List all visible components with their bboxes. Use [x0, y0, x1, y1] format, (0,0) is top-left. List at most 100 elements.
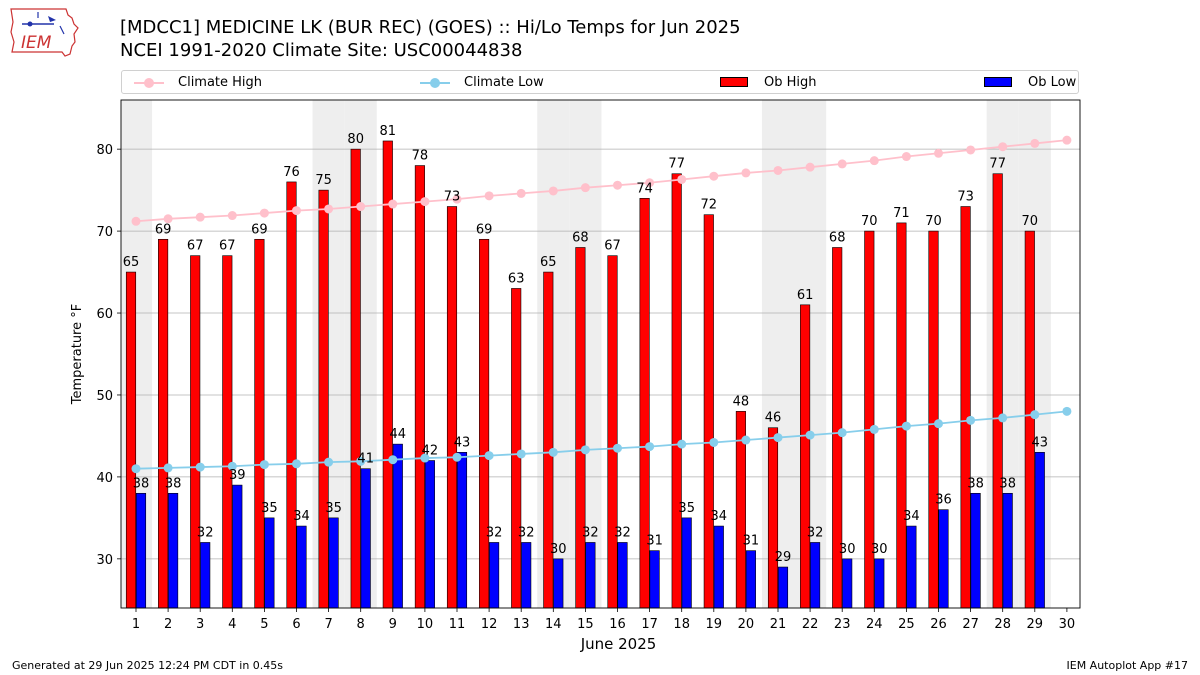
ob-low-label-6: 34: [293, 509, 310, 524]
ob-low-bar-20: [745, 550, 756, 609]
climate-low-point-3: [195, 462, 205, 472]
ob-low-label-9: 44: [390, 427, 407, 442]
ob-low-label-24: 30: [871, 542, 888, 557]
ob-low-bar-6: [296, 525, 307, 609]
ob-high-label-18: 77: [668, 157, 685, 172]
xtick-label-25: 25: [898, 617, 915, 632]
ob-high-bar-22: [800, 304, 811, 609]
ob-low-bar-24: [874, 558, 885, 609]
ob-high-label-19: 72: [701, 198, 718, 213]
xtick-label-15: 15: [577, 617, 594, 632]
legend-ob-high: Ob High: [720, 74, 870, 92]
ob-high-bar-14: [543, 271, 554, 609]
climate-low-point-15: [580, 445, 590, 455]
legend-climate-low-label: Climate Low: [464, 75, 544, 90]
ob-low-label-23: 30: [839, 542, 856, 557]
ytick-label-30: 30: [96, 553, 113, 568]
ob-low-label-2: 38: [165, 476, 182, 491]
ob-high-label-9: 81: [380, 124, 397, 139]
ob-high-label-5: 69: [251, 222, 268, 237]
ob-high-bar-1: [125, 271, 137, 609]
ob-high-bar-16: [607, 255, 618, 609]
climate-high-point-18: [677, 174, 687, 184]
generated-timestamp: Generated at 29 Jun 2025 12:24 PM CDT in…: [12, 659, 284, 672]
ob-low-label-15: 32: [582, 525, 599, 540]
ob-high-bar-10: [414, 165, 425, 609]
ob-high-bar-8: [350, 148, 361, 609]
climate-low-point-12: [484, 451, 494, 461]
y-axis-label: Temperature °F: [70, 304, 85, 405]
ob-high-bar-2: [158, 238, 169, 609]
climate-high-point-22: [805, 162, 815, 172]
ob-high-bar-12: [479, 238, 490, 609]
ob-high-bar-13: [511, 288, 522, 609]
ob-high-bar-27: [960, 206, 971, 609]
xtick-label-16: 16: [609, 617, 626, 632]
ob-high-label-29: 70: [1022, 214, 1039, 229]
climate-high-point-25: [901, 152, 911, 162]
xtick-label-9: 9: [389, 617, 397, 632]
climate-high-point-9: [388, 199, 398, 209]
ob-low-bar-21: [777, 566, 789, 609]
climate-low-point-20: [741, 435, 751, 445]
ob-high-bar-25: [896, 222, 907, 609]
ob-high-label-16: 67: [604, 239, 621, 254]
ob-low-bar-15: [585, 542, 596, 609]
xtick-label-10: 10: [417, 617, 434, 632]
ob-high-label-3: 67: [187, 239, 204, 254]
ob-high-bar-5: [254, 238, 265, 609]
ob-high-label-1: 65: [123, 255, 140, 270]
ob-high-label-21: 46: [765, 411, 782, 426]
climate-high-point-26: [934, 148, 943, 158]
ob-low-bar-18: [681, 517, 692, 609]
ob-high-label-15: 68: [572, 230, 589, 245]
ob-low-bar-11: [456, 452, 468, 609]
ob-low-label-7: 35: [325, 501, 342, 516]
climate-low-point-7: [324, 457, 334, 467]
xtick-label-28: 28: [994, 617, 1011, 632]
ob-low-label-19: 34: [711, 509, 728, 524]
climate-low-point-4: [227, 461, 237, 471]
xtick-label-23: 23: [834, 617, 851, 632]
ob-low-bar-17: [649, 550, 660, 609]
climate-low-point-8: [356, 456, 366, 466]
climate-low-point-24: [869, 424, 879, 434]
ob-high-label-13: 63: [508, 271, 525, 286]
ob-high-label-10: 78: [412, 149, 429, 164]
chart-subtitle: NCEI 1991-2020 Climate Site: USC00044838: [120, 40, 523, 61]
ob-low-label-28: 38: [999, 476, 1016, 491]
climate-high-point-4: [227, 211, 237, 221]
ob-high-bar-4: [222, 255, 233, 609]
climate-low-point-25: [901, 421, 911, 431]
climate-high-point-19: [709, 171, 719, 181]
ob-high-bar-18: [671, 173, 682, 609]
climate-high-point-23: [837, 159, 847, 169]
ob-low-bar-10: [424, 460, 435, 609]
legend: Climate High Climate Low Ob High Ob Low: [121, 70, 1079, 94]
ob-low-bar-8: [360, 468, 371, 609]
ob-low-bar-26: [938, 509, 949, 609]
climate-low-point-1: [131, 464, 141, 474]
climate-low-line: [135, 410, 1067, 470]
climate-high-point-1: [131, 216, 141, 226]
ob-high-bar-11: [446, 206, 458, 609]
climate-low-point-19: [709, 437, 719, 447]
ob-low-bar-25: [906, 525, 917, 609]
climate-high-point-17: [645, 178, 655, 188]
climate-low-point-11: [452, 452, 462, 462]
climate-high-point-11: [452, 194, 462, 204]
ob-high-label-22: 61: [797, 288, 814, 303]
ob-low-bar-2: [168, 492, 179, 609]
ob-high-bar-21: [767, 427, 779, 609]
ob-low-bar-28: [1002, 492, 1013, 609]
climate-high-line: [135, 139, 1067, 223]
ob-low-label-27: 38: [967, 476, 984, 491]
ob-low-label-13: 32: [518, 525, 535, 540]
climate-high-point-2: [163, 214, 173, 224]
climate-high-point-5: [259, 208, 269, 218]
ob-low-label-17: 31: [646, 534, 663, 549]
climate-high-point-14: [548, 186, 558, 196]
climate-low-point-16: [613, 443, 622, 453]
ob-high-bar-9: [382, 140, 393, 609]
